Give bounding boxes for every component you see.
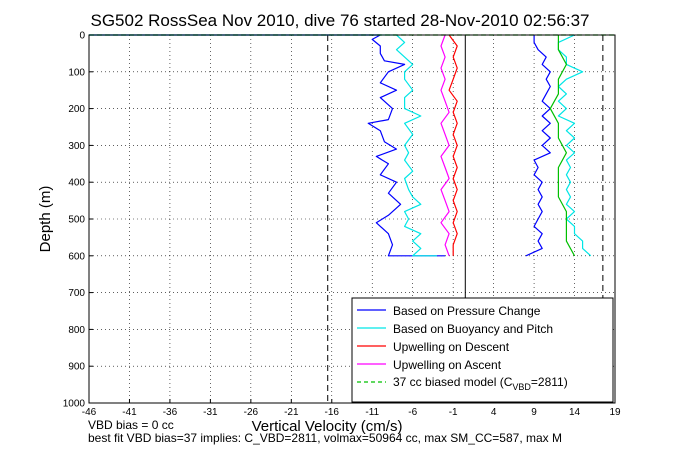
x-axis-label: Vertical Velocity (cm/s)	[252, 418, 403, 435]
y-tick-label: 700	[68, 288, 85, 299]
series-line-1	[89, 34, 437, 257]
ascent-series-line-2	[549, 35, 576, 257]
x-tick-label: -26	[244, 407, 259, 418]
x-tick-label: -41	[122, 407, 137, 418]
legend-model-prefix: 37 cc biased model (C	[393, 375, 513, 389]
x-tick-label: 4	[491, 407, 497, 418]
footer-line-1: VBD bias = 0 cc	[88, 418, 174, 432]
y-tick-label: 400	[68, 178, 85, 189]
x-tick-label: -11	[365, 407, 379, 418]
x-tick-label: 9	[531, 407, 537, 418]
x-tick-label: -16	[325, 407, 340, 418]
chart-title: SG502 RossSea Nov 2010, dive 76 started …	[91, 11, 590, 30]
y-tick-label: 500	[68, 215, 85, 226]
y-tick-label: 300	[68, 141, 85, 152]
legend-label-descent: Upwelling on Descent	[393, 340, 510, 354]
series-line-2	[448, 34, 458, 256]
x-tick-label: 14	[569, 407, 581, 418]
legend: Based on Pressure Change Based on Buoyan…	[351, 297, 614, 403]
legend-label-ascent: Upwelling on Ascent	[393, 358, 502, 372]
x-tick-label: -31	[203, 407, 218, 418]
y-tick-label: 200	[68, 104, 85, 115]
y-tick-label: 1000	[63, 399, 86, 410]
y-tick-label: 900	[68, 362, 85, 373]
y-axis-label: Depth (m)	[37, 186, 54, 253]
legend-label-buoyancy: Based on Buoyancy and Pitch	[393, 322, 553, 336]
legend-label-model: 37 cc biased model (CVBD=2811)	[393, 375, 568, 392]
legend-label-pressure: Based on Pressure Change	[393, 304, 541, 318]
y-tick-label: 100	[68, 67, 85, 78]
x-tick-label: -46	[82, 407, 97, 418]
series-line-0	[89, 34, 446, 257]
axis-ticks: -46 -41 -36 -31 -26 -21 -16 -11 -6 -1 4 9 14 19 0 100 20…	[63, 31, 621, 419]
series-line-3	[440, 34, 450, 257]
series-group	[89, 34, 615, 257]
y-tick-label: 800	[68, 325, 85, 336]
x-tick-label: -36	[163, 407, 178, 418]
legend-box	[351, 297, 614, 403]
x-tick-label: -1	[449, 407, 458, 418]
y-tick-label: 600	[68, 251, 85, 262]
footer-line-2: best fit VBD bias=37 implies: C_VBD=2811…	[88, 431, 562, 445]
y-tick-label: 0	[79, 31, 85, 42]
x-tick-label: -6	[408, 407, 417, 418]
legend-model-subscript: VBD	[512, 382, 531, 392]
ascent-series-line-0	[525, 35, 551, 257]
x-tick-label: 19	[609, 407, 621, 418]
x-tick-label: -21	[284, 407, 299, 418]
legend-model-suffix: =2811)	[531, 375, 568, 389]
